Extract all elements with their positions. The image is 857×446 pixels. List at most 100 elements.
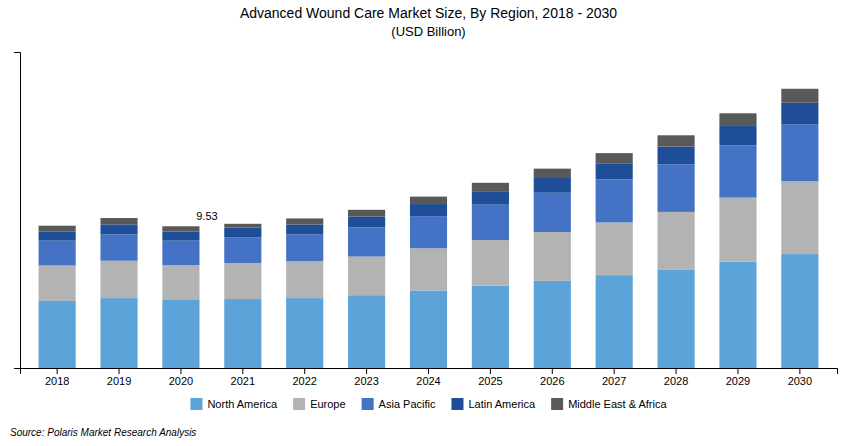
legend-item: Asia Pacific — [362, 398, 436, 410]
x-tick-label: 2018 — [45, 375, 69, 387]
bar-segment — [781, 103, 818, 124]
x-tick-mark — [737, 368, 738, 374]
x-tick: 2025 — [478, 368, 502, 387]
bar-segment — [224, 228, 261, 238]
bar-segment — [162, 226, 199, 231]
x-tick: 2021 — [231, 368, 255, 387]
bar-segment — [39, 301, 76, 368]
bar-segment — [348, 227, 385, 256]
bar-segment — [534, 193, 571, 232]
bar-segment — [39, 241, 76, 266]
x-tick: 2024 — [416, 368, 440, 387]
x-tick: 2020 — [169, 368, 193, 387]
x-tick-mark — [304, 368, 305, 374]
x-tick: 2026 — [540, 368, 564, 387]
x-tick-label: 2028 — [664, 375, 688, 387]
x-tick-mark — [676, 368, 677, 374]
x-tick: 2027 — [602, 368, 626, 387]
bar-segment — [658, 164, 695, 211]
legend-swatch — [190, 398, 202, 410]
x-tick-mark — [180, 368, 181, 374]
chart: Advanced Wound Care Market Size, By Regi… — [0, 0, 857, 446]
bar-segment — [410, 248, 447, 290]
bar-segment — [472, 191, 509, 204]
legend-label: Europe — [310, 398, 345, 410]
x-axis-line — [21, 369, 838, 375]
bar-segment — [410, 290, 447, 368]
bar-segment — [719, 126, 756, 146]
x-tick: 2029 — [726, 368, 750, 387]
bar-segment — [224, 237, 261, 263]
bar-segment — [658, 269, 695, 368]
legend: North America Europe Asia Pacific Latin Ame… — [190, 398, 667, 410]
legend-label: North America — [207, 398, 278, 410]
title: Advanced Wound Care Market Size, By Regi… — [240, 5, 617, 21]
bar-segment — [162, 232, 199, 241]
x-tick-label: 2019 — [107, 375, 131, 387]
bar-segment — [658, 212, 695, 269]
bar-segment — [596, 222, 633, 275]
series — [39, 124, 819, 265]
legend-label: Middle East & Africa — [568, 398, 667, 410]
legend-item: North America — [190, 398, 278, 410]
bar-segment — [781, 89, 818, 103]
bar-segment — [39, 231, 76, 240]
bar-segment — [348, 257, 385, 296]
x-tick-label: 2030 — [788, 375, 812, 387]
x-tick-mark — [119, 368, 120, 374]
x-tick-mark — [614, 368, 615, 374]
legend-item: Europe — [293, 398, 345, 410]
y-axis — [14, 53, 21, 369]
x-tick-label: 2022 — [292, 375, 316, 387]
bar-segment — [39, 266, 76, 301]
bar-segment — [224, 224, 261, 228]
legend-item: Middle East & Africa — [551, 398, 667, 410]
bar-segment — [286, 235, 323, 262]
x-tick: 2030 — [788, 368, 812, 387]
bar-segment — [472, 183, 509, 191]
x-tick-label: 2029 — [726, 375, 750, 387]
x-tick-label: 2027 — [602, 375, 626, 387]
x-tick-label: 2024 — [416, 375, 440, 387]
series — [39, 103, 819, 241]
bar-segment — [719, 145, 756, 197]
series — [39, 181, 819, 301]
x-tick-mark — [552, 368, 553, 374]
bar-segment — [472, 205, 509, 240]
x-tick-label: 2026 — [540, 375, 564, 387]
bar-segment — [410, 216, 447, 248]
bar-segment — [658, 135, 695, 146]
x-tick-label: 2023 — [354, 375, 378, 387]
plot: 2018 2019 2020 2021 2022 2023 2024 2025 2026 2027… — [14, 53, 838, 387]
bar-segment — [596, 163, 633, 179]
x-tick-mark — [57, 368, 58, 374]
bar-segment — [472, 240, 509, 286]
x-tick: 2023 — [354, 368, 378, 387]
x-tick-mark — [242, 368, 243, 374]
bar-segment — [719, 113, 756, 126]
bar-segment — [596, 275, 633, 368]
bars — [39, 89, 819, 368]
x-tick-label: 2025 — [478, 375, 502, 387]
bar-segment — [534, 169, 571, 178]
bar-segment — [286, 218, 323, 224]
legend-swatch — [362, 398, 374, 410]
bar-segment — [534, 178, 571, 193]
x-tick-mark — [490, 368, 491, 374]
legend-item: Latin America — [451, 398, 536, 410]
bar-segment — [781, 254, 818, 368]
x-tick: 2022 — [292, 368, 316, 387]
bar-segment — [286, 298, 323, 368]
x-tick-label: 2021 — [231, 375, 255, 387]
legend-label: Asia Pacific — [379, 398, 436, 410]
annotation: 9.53 — [196, 210, 217, 222]
bar-segment — [348, 210, 385, 217]
bar-segment — [348, 295, 385, 368]
x-tick: 2028 — [664, 368, 688, 387]
bar-segment — [410, 204, 447, 216]
x-tick: 2019 — [107, 368, 131, 387]
bar-segment — [596, 153, 633, 163]
bar-segment — [596, 179, 633, 222]
bar-segment — [781, 124, 818, 181]
x-tick-label: 2020 — [169, 375, 193, 387]
